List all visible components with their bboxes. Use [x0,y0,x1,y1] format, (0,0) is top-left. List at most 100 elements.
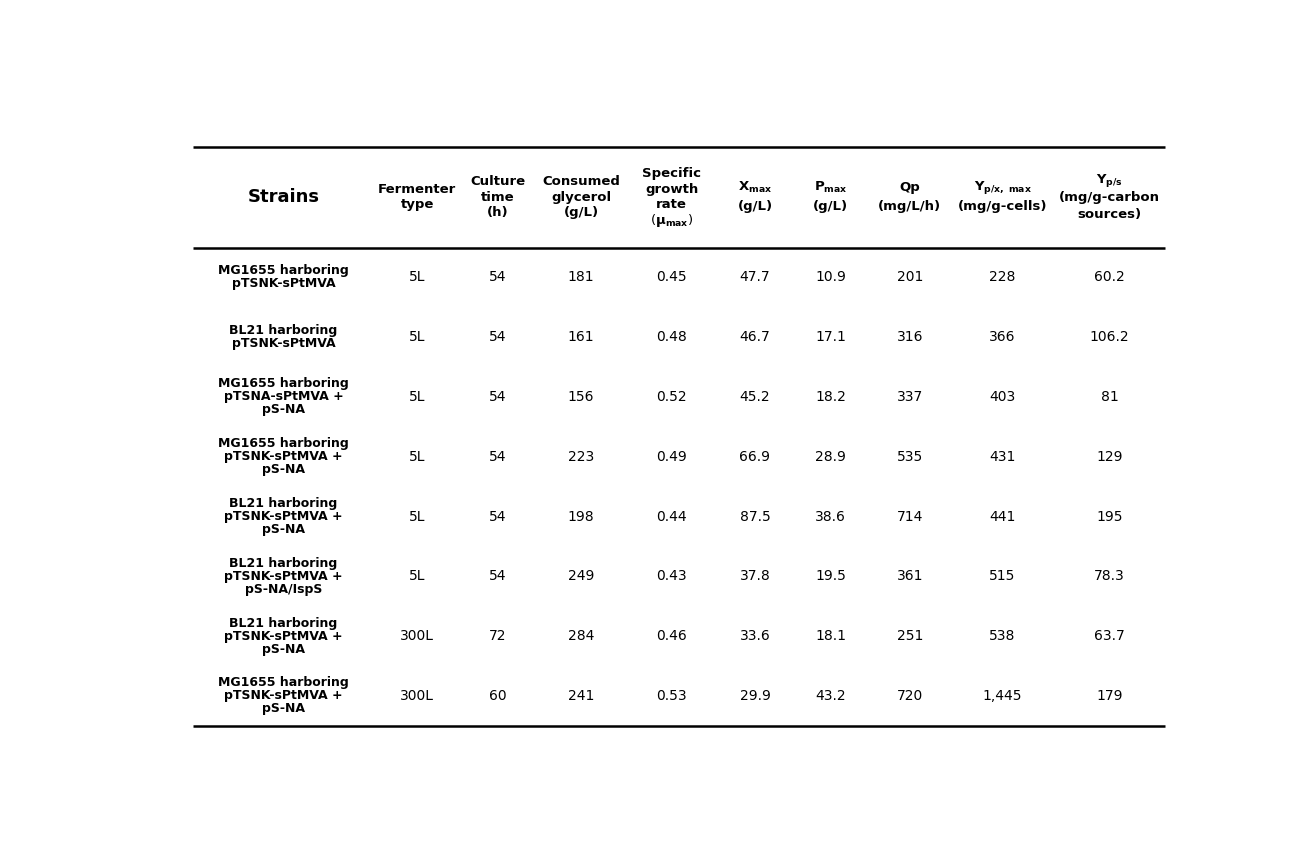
Text: 18.1: 18.1 [816,629,846,643]
Text: 46.7: 46.7 [739,330,770,344]
Text: glycerol: glycerol [552,191,611,203]
Text: 54: 54 [489,510,506,523]
Text: 54: 54 [489,570,506,583]
Text: 0.52: 0.52 [657,390,687,404]
Text: 538: 538 [989,629,1016,643]
Text: (mg/g-carbon: (mg/g-carbon [1059,191,1160,203]
Text: pTSNK-sPtMVA +: pTSNK-sPtMVA + [224,630,343,642]
Text: 431: 431 [989,450,1016,463]
Text: Fermenter: Fermenter [379,183,457,196]
Text: pTSNK-sPtMVA +: pTSNK-sPtMVA + [224,510,343,523]
Text: 5L: 5L [409,270,425,284]
Text: 5L: 5L [409,510,425,523]
Text: 0.45: 0.45 [657,270,687,284]
Text: 54: 54 [489,390,506,404]
Text: 81: 81 [1101,390,1119,404]
Text: sources): sources) [1077,208,1141,220]
Text: 29.9: 29.9 [739,689,770,703]
Text: pS-NA/IspS: pS-NA/IspS [245,583,323,596]
Text: 45.2: 45.2 [740,390,770,404]
Text: 241: 241 [567,689,595,703]
Text: 28.9: 28.9 [816,450,846,463]
Text: 47.7: 47.7 [740,270,770,284]
Text: 300L: 300L [401,629,435,643]
Text: $\mathbf{P}_\mathbf{max}$: $\mathbf{P}_\mathbf{max}$ [814,180,847,195]
Text: $\mathbf{Y}_\mathbf{p/s}$: $\mathbf{Y}_\mathbf{p/s}$ [1095,171,1123,189]
Text: 78.3: 78.3 [1094,570,1125,583]
Text: 33.6: 33.6 [739,629,770,643]
Text: Culture: Culture [471,175,526,188]
Text: 1,445: 1,445 [982,689,1023,703]
Text: Specific: Specific [643,167,701,181]
Text: BL21 harboring: BL21 harboring [229,324,338,338]
Text: pS-NA: pS-NA [262,702,306,716]
Text: 0.44: 0.44 [657,510,687,523]
Text: 5L: 5L [409,390,425,404]
Text: 714: 714 [896,510,922,523]
Text: 316: 316 [896,330,922,344]
Text: 60: 60 [489,689,506,703]
Text: 181: 181 [567,270,595,284]
Text: 38.6: 38.6 [816,510,846,523]
Text: 18.2: 18.2 [816,390,846,404]
Text: 54: 54 [489,330,506,344]
Text: 228: 228 [989,270,1016,284]
Text: pTSNK-sPtMVA +: pTSNK-sPtMVA + [224,690,343,702]
Text: pS-NA: pS-NA [262,463,306,476]
Text: pS-NA: pS-NA [262,523,306,536]
Text: 515: 515 [989,570,1016,583]
Text: MG1655 harboring: MG1655 harboring [219,377,349,391]
Text: 441: 441 [989,510,1016,523]
Text: 54: 54 [489,270,506,284]
Text: 10.9: 10.9 [816,270,846,284]
Text: 87.5: 87.5 [739,510,770,523]
Text: 195: 195 [1097,510,1123,523]
Text: rate: rate [657,198,687,212]
Text: (g/L): (g/L) [813,200,848,214]
Text: pTSNK-sPtMVA: pTSNK-sPtMVA [232,338,336,350]
Text: 337: 337 [896,390,922,404]
Text: ($\mathbf{\mu}$$_\mathbf{max}$): ($\mathbf{\mu}$$_\mathbf{max}$) [650,212,693,229]
Text: 0.53: 0.53 [657,689,687,703]
Text: 129: 129 [1097,450,1123,463]
Text: 17.1: 17.1 [816,330,846,344]
Text: 106.2: 106.2 [1089,330,1129,344]
Text: BL21 harboring: BL21 harboring [229,497,338,510]
Text: 66.9: 66.9 [739,450,770,463]
Text: $\mathbf{Y}_\mathbf{p/x,\ max}$: $\mathbf{Y}_\mathbf{p/x,\ max}$ [973,179,1032,196]
Text: 72: 72 [489,629,506,643]
Text: MG1655 harboring: MG1655 harboring [219,676,349,690]
Text: (g/L): (g/L) [563,206,598,219]
Text: time: time [481,191,515,203]
Text: 249: 249 [567,570,595,583]
Text: 198: 198 [567,510,595,523]
Text: 156: 156 [567,390,595,404]
Text: pS-NA: pS-NA [262,642,306,656]
Text: Strains: Strains [247,188,320,206]
Text: 0.48: 0.48 [657,330,687,344]
Text: pTSNK-sPtMVA +: pTSNK-sPtMVA + [224,450,343,463]
Text: 60.2: 60.2 [1094,270,1125,284]
Text: $\mathbf{X}_\mathbf{max}$: $\mathbf{X}_\mathbf{max}$ [738,180,771,195]
Text: 43.2: 43.2 [816,689,846,703]
Text: growth: growth [645,183,699,196]
Text: (mg/L/h): (mg/L/h) [878,200,942,214]
Text: Consumed: Consumed [543,175,621,188]
Text: 201: 201 [896,270,922,284]
Text: 366: 366 [989,330,1016,344]
Text: 251: 251 [896,629,922,643]
Text: 5L: 5L [409,330,425,344]
Text: 5L: 5L [409,570,425,583]
Text: 54: 54 [489,450,506,463]
Text: 720: 720 [896,689,922,703]
Text: 0.49: 0.49 [657,450,687,463]
Text: Qp: Qp [899,181,920,194]
Text: MG1655 harboring: MG1655 harboring [219,437,349,450]
Text: 63.7: 63.7 [1094,629,1125,643]
Text: pTSNK-sPtMVA: pTSNK-sPtMVA [232,278,336,290]
Text: BL21 harboring: BL21 harboring [229,617,338,630]
Text: pTSNK-sPtMVA +: pTSNK-sPtMVA + [224,570,343,583]
Text: 5L: 5L [409,450,425,463]
Text: 179: 179 [1097,689,1123,703]
Text: 300L: 300L [401,689,435,703]
